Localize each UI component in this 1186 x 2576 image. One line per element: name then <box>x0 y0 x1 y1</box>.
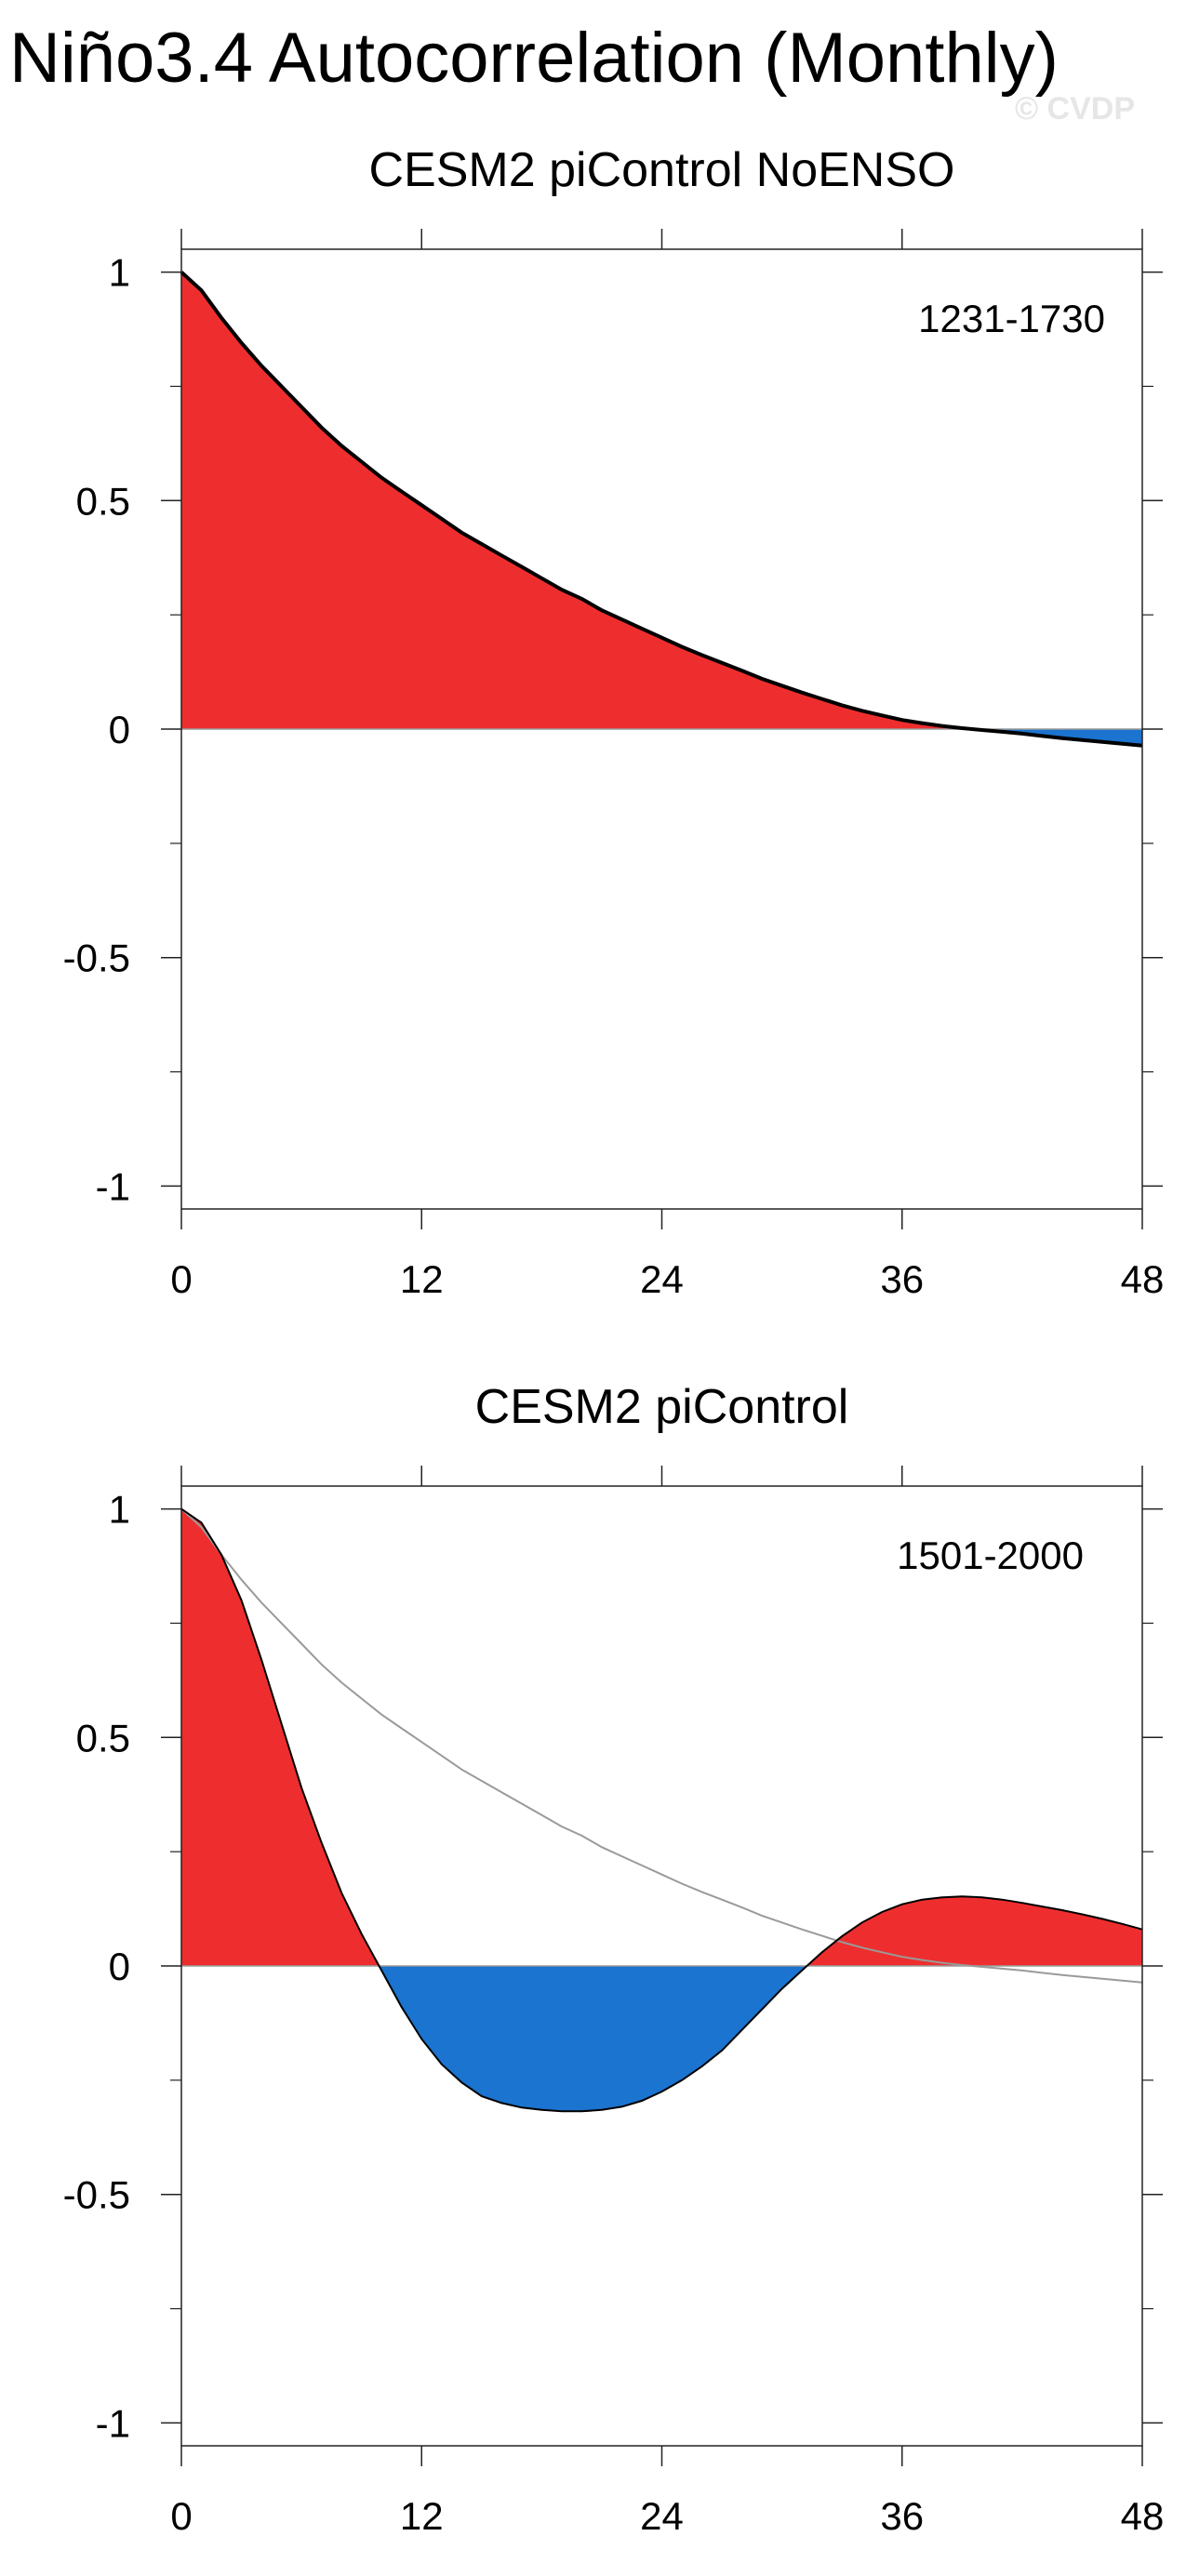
panel-title: CESM2 piControl <box>475 1380 849 1434</box>
y-tick-label: 0.5 <box>76 1716 130 1759</box>
panel-title: CESM2 piControl NoENSO <box>369 143 955 197</box>
watermark: © CVDP <box>1015 91 1135 126</box>
y-tick-label: 0 <box>109 1945 130 1988</box>
x-tick-label: 48 <box>1121 1257 1165 1301</box>
x-tick-label: 12 <box>400 2494 444 2538</box>
y-tick-label: -0.5 <box>63 936 130 980</box>
positive-fill-area <box>181 1508 1142 1966</box>
x-tick-label: 24 <box>640 2494 684 2538</box>
autocorrelation-series-line <box>180 1507 1143 2113</box>
x-tick-label: 36 <box>880 1257 924 1301</box>
chart-panel-2: CESM2 piControl 0 12 24 36 48 -1 -0.5 0 0.5 1 1501-… <box>63 1380 1165 2538</box>
year-range-annotation: 1501-2000 <box>897 1534 1084 1577</box>
figure-title: Niño3.4 Autocorrelation (Monthly) <box>9 19 1059 98</box>
y-tick-label: -1 <box>96 2401 130 2445</box>
chart-panel-1: CESM2 piControl NoENSO 0 12 24 36 48 -1 -0.5 0 0.… <box>63 143 1165 1301</box>
negative-fill-area <box>181 729 1142 746</box>
autocorrelation-series-line <box>180 271 1143 748</box>
x-tick-label: 12 <box>400 1257 444 1301</box>
x-tick-label: 0 <box>170 1257 192 1301</box>
y-tick-label: 0 <box>109 708 130 751</box>
reference-series-line <box>180 1507 1143 1984</box>
y-tick-label: 1 <box>109 251 130 295</box>
x-tick-label: 24 <box>640 1257 684 1301</box>
x-tick-label: 48 <box>1121 2494 1165 2538</box>
y-tick-label: -0.5 <box>63 2173 130 2217</box>
y-tick-label: -1 <box>96 1164 130 1208</box>
x-tick-label: 0 <box>170 2494 192 2538</box>
year-range-annotation: 1231-1730 <box>918 297 1105 340</box>
y-tick-label: 1 <box>109 1488 130 1532</box>
y-tick-label: 0.5 <box>76 479 130 523</box>
x-tick-label: 36 <box>880 2494 924 2538</box>
positive-fill-area <box>181 272 1142 729</box>
negative-fill-area <box>181 1966 1142 2112</box>
